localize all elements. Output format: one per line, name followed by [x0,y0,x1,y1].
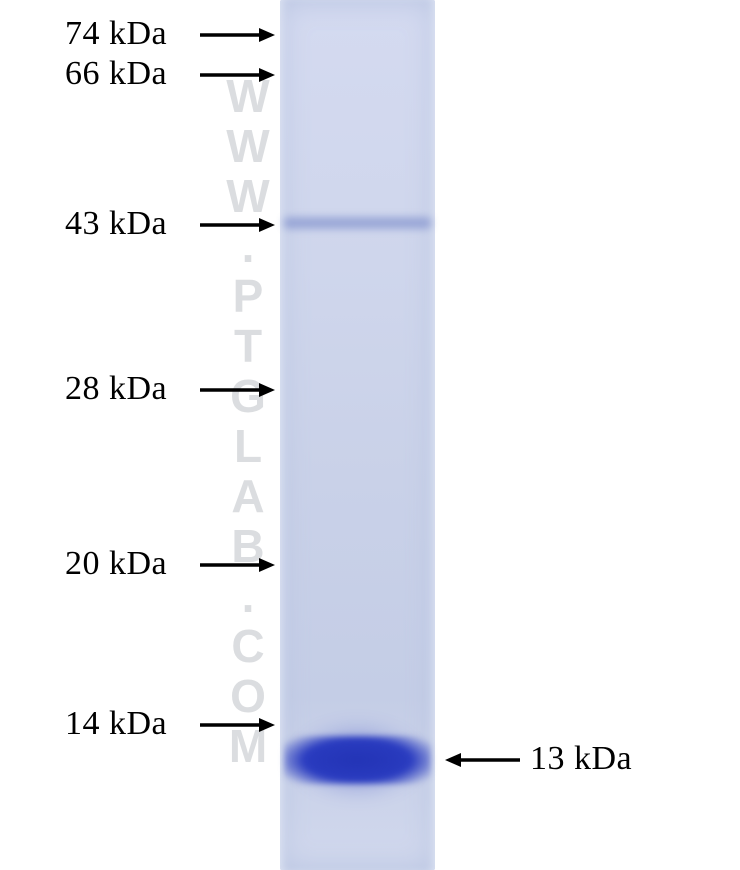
marker-label: 28 kDa [65,370,167,408]
marker-arrow [200,216,275,234]
marker-arrow [200,66,275,84]
marker-arrow [200,556,275,574]
watermark: WWW.PTGLAB.COM [225,70,271,670]
marker-label: 43 kDa [65,205,167,243]
gel-band [284,217,431,229]
watermark-text: WWW.PTGLAB.COM [225,70,271,670]
marker-label: 74 kDa [65,15,167,53]
gel-image-container: { "type": "gel-electrophoresis-image", "… [0,0,740,870]
marker-arrow [200,716,275,734]
marker-arrow [445,751,520,769]
marker-arrow [200,381,275,399]
gel-band-halo [278,712,437,808]
marker-label: 66 kDa [65,55,167,93]
marker-label: 14 kDa [65,705,167,743]
marker-label: 13 kDa [530,740,632,778]
marker-arrow [200,26,275,44]
marker-label: 20 kDa [65,545,167,583]
